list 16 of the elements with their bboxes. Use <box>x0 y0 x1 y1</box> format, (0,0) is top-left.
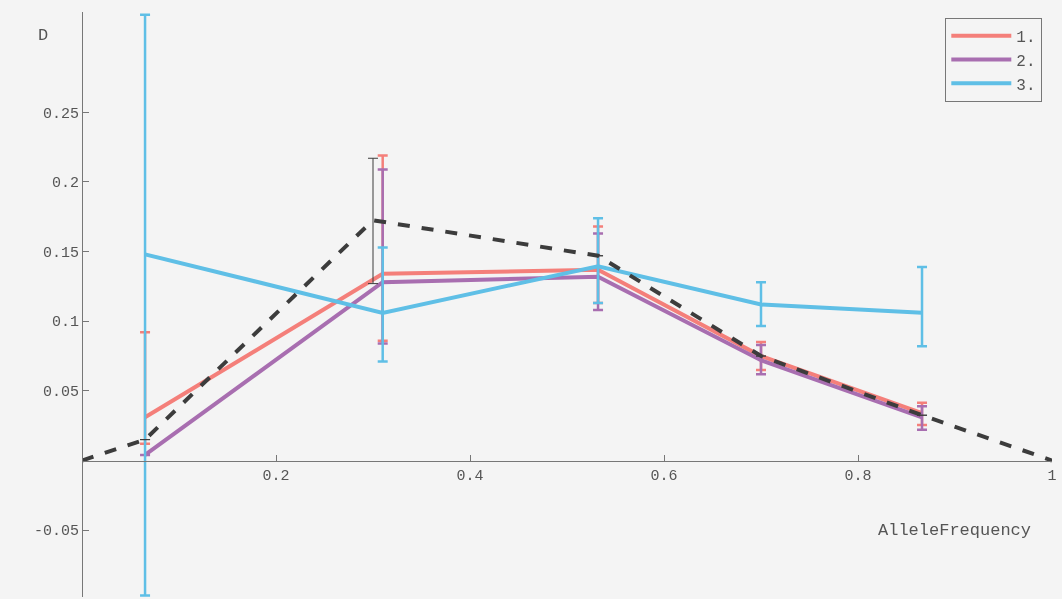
x-tick-label: 0.2 <box>262 467 290 485</box>
x-tick-label: 0.8 <box>844 467 872 485</box>
y-tick-label: 0.15 <box>42 244 79 262</box>
legend-label: 2. <box>1016 52 1036 71</box>
x-tick-label: 0.4 <box>456 467 484 485</box>
y-axis-title: D <box>38 26 49 45</box>
x-axis-title: AlleleFrequency <box>878 521 1032 540</box>
y-tick-label: 0.2 <box>51 175 79 193</box>
x-tick-label: 1 <box>1047 467 1057 485</box>
legend-label: 3. <box>1016 76 1036 95</box>
x-tick-label: 0.6 <box>650 467 678 485</box>
y-tick-label: -0.05 <box>33 523 79 541</box>
legend-label: 1. <box>1016 28 1036 47</box>
y-tick-label: 0.1 <box>51 314 79 332</box>
y-tick-label: 0.05 <box>42 384 79 402</box>
y-tick-label: 0.25 <box>42 105 79 123</box>
